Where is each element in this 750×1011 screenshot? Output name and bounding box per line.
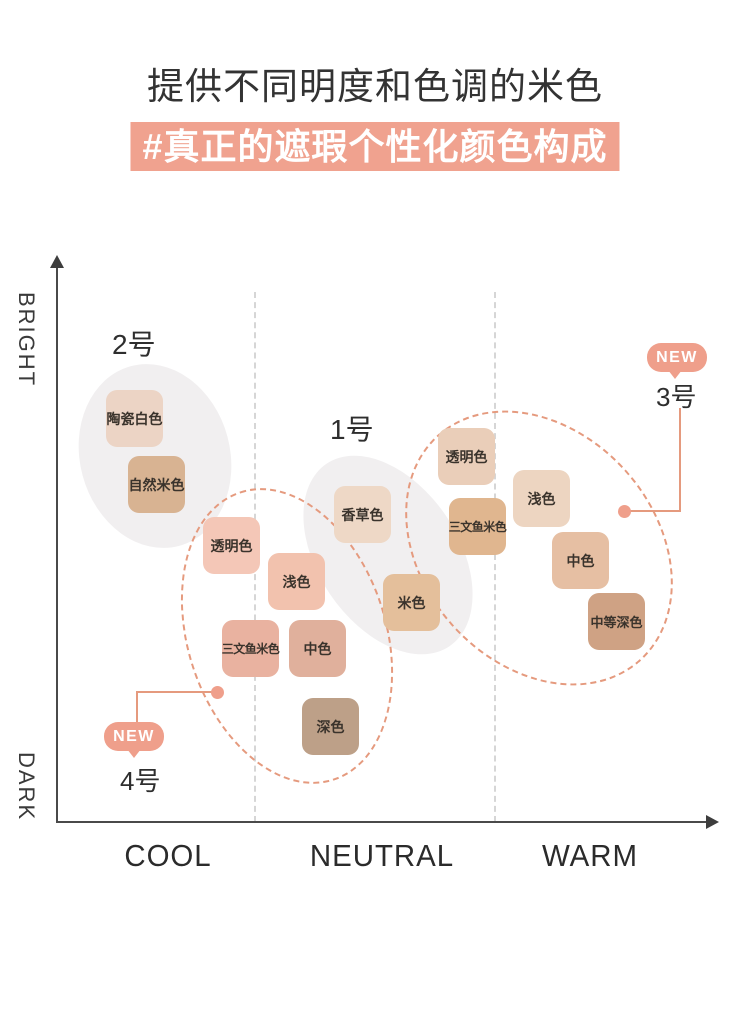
shade-swatch: 三文鱼米色 xyxy=(449,498,507,555)
group-3-connector-dot xyxy=(618,505,631,518)
group-1-label: 1号 xyxy=(330,414,374,445)
group-4-connector-dot xyxy=(211,686,224,699)
shade-swatch: 自然米色 xyxy=(128,456,185,513)
new-badge-pointer xyxy=(127,749,141,758)
shade-swatch: 三文鱼米色 xyxy=(222,620,280,677)
group-2-label: 2号 xyxy=(112,329,156,360)
axis-label-dark: DARK xyxy=(14,752,39,822)
shade-swatch: 陶瓷白色 xyxy=(106,390,163,447)
group-3-connector-line xyxy=(679,408,681,512)
shade-swatch: 中等深色 xyxy=(588,593,645,650)
shade-swatch: 米色 xyxy=(383,574,440,631)
shade-swatch: 香草色 xyxy=(334,486,391,543)
new-badge: NEW xyxy=(647,343,707,372)
group-3-connector-line xyxy=(627,510,681,512)
x-axis-line xyxy=(56,821,708,823)
axis-label-neutral: NEUTRAL xyxy=(309,838,455,873)
shade-swatch: 透明色 xyxy=(438,428,495,485)
shade-swatch: 浅色 xyxy=(268,553,325,610)
axis-label-cool: COOL xyxy=(124,838,212,873)
y-axis-arrow-icon xyxy=(50,255,64,268)
group-3-label: 3号 xyxy=(656,382,697,412)
page-title: 提供不同明度和色调的米色 xyxy=(147,66,603,107)
tone-divider-gridline xyxy=(494,292,496,822)
shade-swatch: 浅色 xyxy=(513,470,570,527)
shade-swatch: 透明色 xyxy=(203,517,260,574)
group-4-connector-line xyxy=(136,691,138,724)
axis-label-bright: BRIGHT xyxy=(14,292,39,388)
x-axis-arrow-icon xyxy=(706,815,719,829)
y-axis-line xyxy=(56,266,58,823)
shade-swatch: 中色 xyxy=(552,532,609,589)
subtitle-banner: #真正的遮瑕个性化颜色构成 xyxy=(130,122,620,171)
group-4-connector-line xyxy=(136,691,214,693)
shade-swatch: 中色 xyxy=(289,620,346,677)
new-badge-pointer xyxy=(668,370,682,379)
axis-label-warm: WARM xyxy=(542,838,638,873)
group-4-label: 4号 xyxy=(120,766,161,796)
shade-swatch: 深色 xyxy=(302,698,359,755)
new-badge: NEW xyxy=(104,722,164,751)
